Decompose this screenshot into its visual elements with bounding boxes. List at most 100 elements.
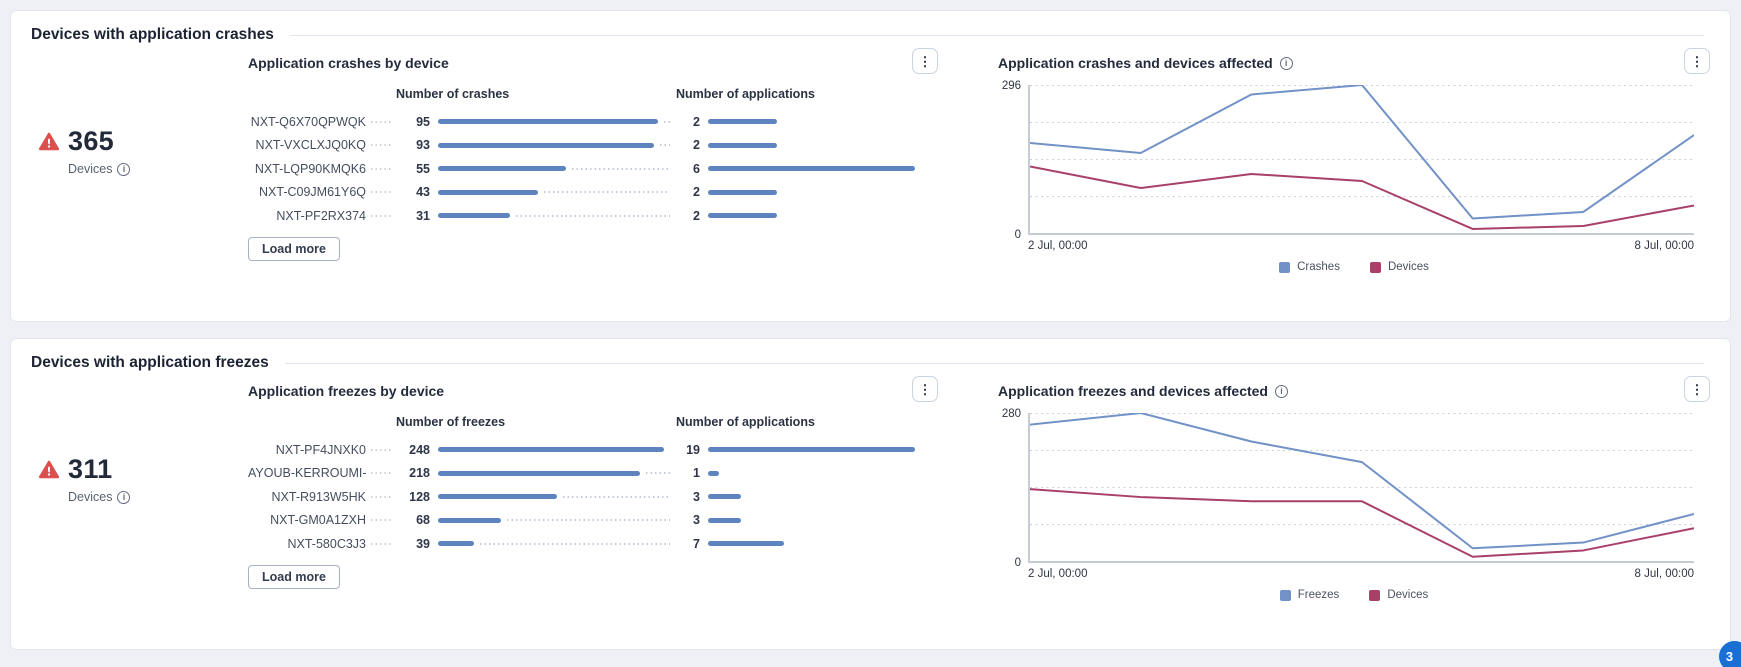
kebab-menu-button[interactable]: ⋮	[1684, 376, 1710, 402]
dotted-leader	[371, 167, 391, 170]
y-axis: 280 0	[998, 408, 1028, 569]
table-row: AYOUB-KERROUMI- 218 1	[248, 462, 948, 486]
count-value: 95	[416, 114, 430, 129]
line-chart-plot	[1028, 85, 1694, 235]
device-name: NXT-LQP90KMQK6	[254, 161, 366, 176]
legend-label: Devices	[1387, 261, 1429, 273]
freezes-table: Application freezes by device ⋮ Number o…	[248, 376, 948, 601]
count-value: 39	[416, 536, 430, 551]
count-bar	[430, 119, 676, 125]
table-header: Number of crashes Number of applications	[248, 87, 948, 110]
table-rows: NXT-PF4JNXK0 248 19 AYOUB-KERROUMI-	[248, 438, 948, 556]
device-count: 311	[68, 454, 113, 484]
count-value: 128	[409, 489, 430, 504]
legend-item-devices[interactable]: Devices	[1369, 261, 1429, 273]
section-title: Devices with application freezes	[31, 354, 269, 371]
dotted-leader	[371, 120, 391, 123]
apps-bar	[700, 447, 918, 453]
dotted-leader	[371, 542, 391, 545]
x-axis: 2 Jul, 00:00 8 Jul, 00:00	[1028, 240, 1694, 252]
table-row: NXT-C09JM61Y6Q 43 2	[248, 181, 948, 205]
chart-legend: Crashes Devices	[998, 261, 1710, 273]
apps-value: 2	[693, 185, 700, 200]
legend-item-devices[interactable]: Devices	[1369, 589, 1428, 601]
kebab-menu-button[interactable]: ⋮	[912, 376, 938, 402]
count-bar	[430, 166, 676, 172]
table-title: Application freezes by device	[248, 383, 445, 399]
device-name: NXT-VXCLXJQ0KQ	[255, 138, 366, 153]
floating-badge-button[interactable]: 3	[1719, 641, 1741, 667]
apps-bar	[700, 142, 918, 148]
section-title: Devices with application crashes	[31, 26, 274, 43]
legend-swatch	[1369, 589, 1381, 601]
warning-icon	[39, 460, 59, 479]
legend-item-crashes[interactable]: Crashes	[1279, 261, 1340, 273]
chart-legend: Freezes Devices	[998, 589, 1710, 601]
y-axis: 296 0	[998, 80, 1028, 241]
count-value: 31	[416, 208, 430, 223]
device-name: NXT-C09JM61Y6Q	[259, 185, 366, 200]
count-value: 93	[416, 138, 430, 153]
count-value: 68	[416, 513, 430, 528]
x-end-label: 8 Jul, 00:00	[1634, 568, 1694, 580]
count-bar	[430, 189, 676, 195]
apps-bar	[700, 494, 918, 500]
legend-item-freezes[interactable]: Freezes	[1279, 589, 1340, 601]
load-more-button[interactable]: Load more	[248, 236, 340, 261]
count-value: 248	[409, 442, 430, 457]
column-header-apps: Number of applications	[676, 87, 815, 101]
column-header-count: Number of crashes	[396, 87, 510, 101]
line-chart-svg	[1030, 413, 1694, 561]
x-end-label: 8 Jul, 00:00	[1634, 240, 1694, 252]
info-icon[interactable]: i	[1274, 384, 1288, 398]
count-bar	[430, 213, 676, 219]
dotted-leader	[371, 214, 391, 217]
legend-label: Freezes	[1297, 589, 1340, 601]
info-icon[interactable]: i	[117, 490, 131, 504]
device-name: NXT-PF4JNXK0	[275, 442, 366, 457]
apps-bar	[700, 517, 918, 523]
y-max-label: 296	[1001, 80, 1021, 92]
freezes-section-header: Devices with application freezes	[31, 354, 1710, 372]
count-bar	[430, 470, 676, 476]
legend-label: Crashes	[1297, 261, 1340, 273]
count-bar	[430, 517, 676, 523]
dotted-leader	[371, 144, 391, 147]
info-icon[interactable]: i	[117, 162, 131, 176]
table-row: NXT-580C3J3 39 7	[248, 532, 948, 556]
column-header-count: Number of freezes	[396, 415, 506, 429]
freezes-chart: Application freezes and devices affected…	[948, 376, 1710, 601]
chart-title: Application crashes and devices affected	[998, 55, 1273, 71]
table-title: Application crashes by device	[248, 55, 449, 71]
device-name: NXT-GM0A1ZXH	[270, 513, 366, 528]
device-count: 365	[68, 126, 114, 156]
stat-label: Devices	[68, 490, 113, 504]
info-icon[interactable]: i	[1279, 56, 1293, 70]
crashes-section-header: Devices with application crashes	[31, 26, 1710, 44]
count-value: 43	[416, 185, 430, 200]
x-start-label: 2 Jul, 00:00	[1028, 240, 1088, 252]
apps-bar	[700, 166, 918, 172]
kebab-menu-button[interactable]: ⋮	[912, 48, 938, 74]
count-bar	[430, 494, 676, 500]
dotted-leader	[371, 448, 391, 451]
apps-bar	[700, 119, 918, 125]
dotted-leader	[371, 191, 391, 194]
device-name: NXT-R913W5HK	[271, 489, 366, 504]
count-bar	[430, 142, 676, 148]
load-more-button[interactable]: Load more	[248, 564, 340, 589]
crashes-chart: Application crashes and devices affected…	[948, 48, 1710, 273]
divider	[284, 362, 1704, 364]
kebab-menu-button[interactable]: ⋮	[1684, 48, 1710, 74]
legend-swatch	[1369, 261, 1381, 273]
table-row: NXT-Q6X70QPWQK 95 2	[248, 110, 948, 134]
table-row: NXT-VXCLXJQ0KQ 93 2	[248, 134, 948, 158]
stat-label: Devices	[68, 162, 113, 176]
apps-value: 7	[693, 536, 700, 551]
apps-value: 2	[693, 114, 700, 129]
x-axis: 2 Jul, 00:00 8 Jul, 00:00	[1028, 568, 1694, 580]
y-min-label: 0	[1014, 229, 1021, 241]
device-name: NXT-580C3J3	[287, 536, 366, 551]
crashes-card: Devices with application crashes 365 Dev…	[10, 10, 1731, 322]
table-row: NXT-R913W5HK 128 3	[248, 485, 948, 509]
